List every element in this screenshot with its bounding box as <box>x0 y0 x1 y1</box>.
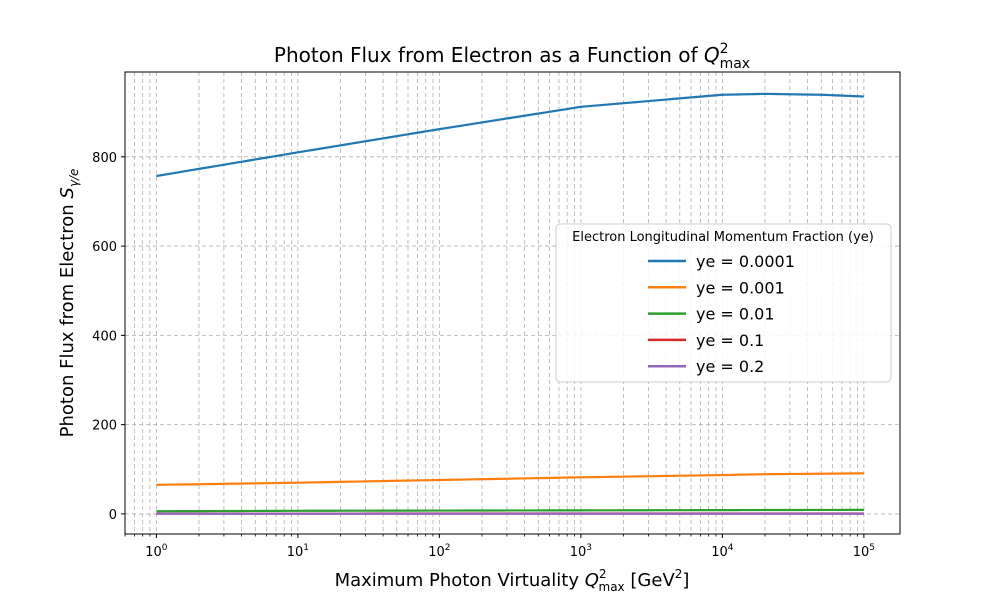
series-line-2 <box>156 472 864 486</box>
x-axis-ticks: 100 101 102 103 104 105 <box>124 534 875 560</box>
legend-title: Electron Longitudinal Momentum Fraction … <box>572 230 874 245</box>
y-axis-label: Photon Flux from Electron Sγ/e <box>57 169 81 438</box>
legend-label: ye = 0.01 <box>696 305 775 324</box>
legend-label: ye = 0.0001 <box>696 252 795 271</box>
x-tick-label: 104 <box>711 543 734 560</box>
plot-frame <box>124 71 901 535</box>
legend-label: ye = 0.001 <box>696 278 785 297</box>
x-tick-label: 101 <box>287 543 309 560</box>
y-tick-label: 400 <box>92 329 117 344</box>
x-tick-label: 100 <box>145 543 168 560</box>
x-tick-label: 102 <box>428 543 450 560</box>
series-line-3 <box>156 508 864 513</box>
y-axis-ticks: 0 200 400 600 800 <box>92 151 125 523</box>
y-tick-label: 0 <box>109 508 117 523</box>
legend-label: ye = 0.1 <box>696 331 764 350</box>
chart-title: Photon Flux from Electron as a Function … <box>274 41 750 72</box>
x-axis-label: Maximum Photon Virtuality Q2 max [GeV2] <box>335 567 690 594</box>
series-lines <box>156 92 864 515</box>
x-tick-label: 105 <box>853 543 875 560</box>
y-tick-label: 600 <box>92 240 117 255</box>
y-tick-label: 200 <box>92 419 117 434</box>
legend: Electron Longitudinal Momentum Fraction … <box>555 223 892 383</box>
legend-box <box>555 223 892 383</box>
series-line-1 <box>156 92 864 178</box>
y-tick-label: 800 <box>92 151 117 166</box>
legend-label: ye = 0.2 <box>696 357 764 376</box>
x-tick-label: 103 <box>570 543 592 560</box>
